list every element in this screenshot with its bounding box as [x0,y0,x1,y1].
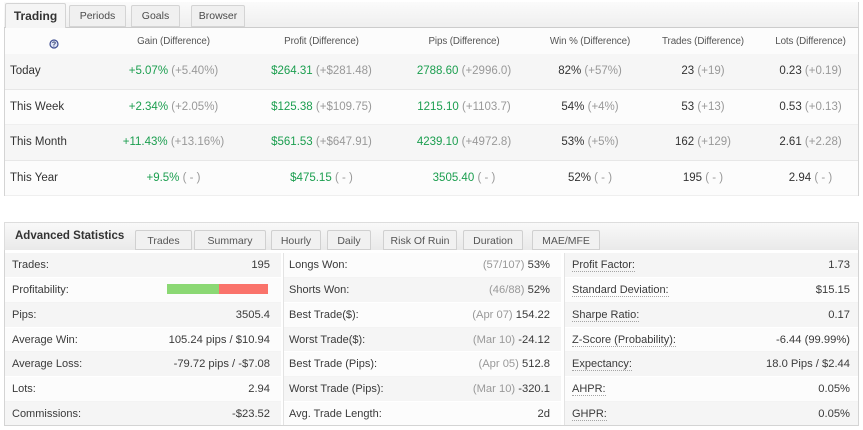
svg-text:?: ? [52,42,56,49]
